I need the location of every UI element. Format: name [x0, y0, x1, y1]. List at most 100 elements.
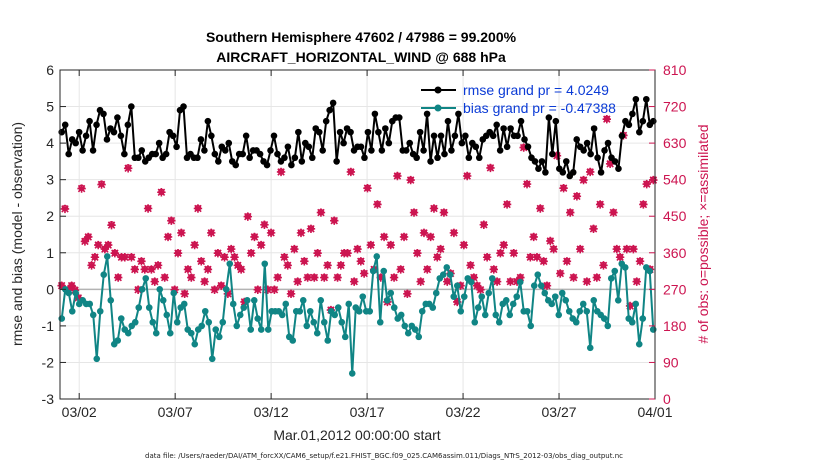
bias-point [145, 304, 153, 311]
rmse-point [375, 128, 382, 136]
rmse-point [385, 139, 393, 147]
obs-assimilated-point [556, 269, 565, 278]
obs-assimilated-point [472, 281, 482, 290]
bias-point [646, 267, 654, 275]
obs-assimilated-point [566, 208, 575, 217]
bias-point [317, 297, 325, 304]
obs-assimilated-point [77, 184, 86, 193]
rmse-point [378, 147, 386, 154]
obs-assimilated-point [496, 248, 505, 258]
bias-point [450, 293, 458, 300]
rmse-point [416, 128, 424, 136]
bias-point [170, 289, 178, 297]
obs-assimilated-point [542, 281, 552, 290]
bias-point [212, 326, 220, 333]
bias-point [485, 289, 493, 297]
obs-assimilated-point [519, 143, 528, 152]
rmse-point [427, 158, 434, 165]
bias-point [590, 297, 598, 304]
obs-assimilated-point [280, 253, 289, 262]
obs-assimilated-point [150, 277, 159, 286]
bias-point [117, 315, 125, 322]
rmse-point [357, 143, 365, 151]
obs-assimilated-point [506, 277, 515, 286]
rmse-point [368, 147, 375, 154]
rmse-point [549, 150, 556, 158]
bias-point [562, 297, 570, 304]
bias-point [65, 289, 73, 297]
rmse-point [208, 132, 215, 140]
obs-assimilated-point [409, 208, 419, 217]
rmse-point [336, 128, 344, 136]
bias-point [583, 307, 591, 315]
bias-point [331, 311, 339, 319]
bias-point [373, 253, 381, 260]
obs-assimilated-point [187, 273, 196, 282]
bias-point [492, 311, 500, 319]
obs-assimilated-point [476, 285, 485, 294]
obs-assimilated-point [376, 273, 385, 282]
obs-assimilated-point [250, 232, 259, 242]
obs-assimilated-point [396, 265, 405, 274]
rmse-point [75, 128, 83, 136]
legend-bias-marker [434, 104, 442, 112]
obs-assimilated-point [256, 240, 266, 250]
rmse-point [465, 154, 473, 162]
rmse-point [110, 128, 118, 136]
obs-assimilated-point [366, 240, 375, 250]
obs-assimilated-point [193, 204, 203, 213]
bias-point [548, 300, 556, 308]
bias-point [187, 329, 195, 337]
bias-point [107, 297, 115, 304]
obs-assimilated-point [526, 253, 535, 262]
rmse-point [242, 132, 250, 140]
bias-point [135, 304, 143, 311]
bias-point [250, 297, 258, 304]
obs-assimilated-point [330, 216, 339, 225]
rmse-point [402, 147, 410, 154]
obs-assimilated-point [353, 244, 362, 254]
obs-assimilated-point [359, 269, 369, 278]
obs-assimilated-point [276, 167, 286, 177]
obs-assimilated-point [230, 253, 239, 262]
bias-point [607, 275, 615, 282]
obs-assimilated-point [469, 273, 479, 282]
rmse-point [114, 114, 121, 121]
y-tick-label-left-9: 6 [46, 62, 54, 78]
obs-assimilated-point [579, 175, 588, 185]
obs-assimilated-point [635, 257, 645, 266]
rmse-point [639, 117, 647, 125]
x-tick-label-5: 03/27 [542, 404, 577, 420]
obs-assimilated-point [283, 261, 292, 270]
rmse-point [493, 121, 500, 129]
obs-assimilated-point [632, 277, 641, 286]
bias-point [247, 326, 255, 333]
obs-assimilated-point [203, 265, 213, 274]
obs-assimilated-point [170, 285, 179, 294]
rmse-point [521, 136, 528, 143]
obs-assimilated-point [87, 261, 96, 270]
obs-assimilated-point [406, 175, 415, 185]
rmse-point [618, 132, 626, 140]
obs-assimilated-point [546, 236, 555, 246]
bias-point [296, 307, 304, 315]
y-tick-label-right-5: 450 [663, 208, 687, 224]
bias-point [429, 304, 437, 311]
obs-assimilated-point [549, 244, 558, 254]
obs-assimilated-point [130, 265, 139, 274]
bias-point [233, 322, 241, 330]
y-tick-label-right-2: 180 [663, 318, 687, 334]
bias-point [411, 326, 419, 333]
bias-point [103, 253, 111, 260]
obs-assimilated-point [260, 220, 269, 229]
obs-assimilated-point [157, 188, 166, 197]
rmse-point [472, 143, 480, 151]
rmse-point [455, 110, 462, 118]
obs-assimilated-point [595, 200, 605, 209]
bias-point [432, 289, 440, 297]
rmse-series [58, 95, 657, 180]
rmse-point [204, 117, 212, 125]
rmse-point [531, 158, 539, 165]
obs-assimilated-point [270, 285, 279, 294]
rmse-point [423, 110, 431, 118]
